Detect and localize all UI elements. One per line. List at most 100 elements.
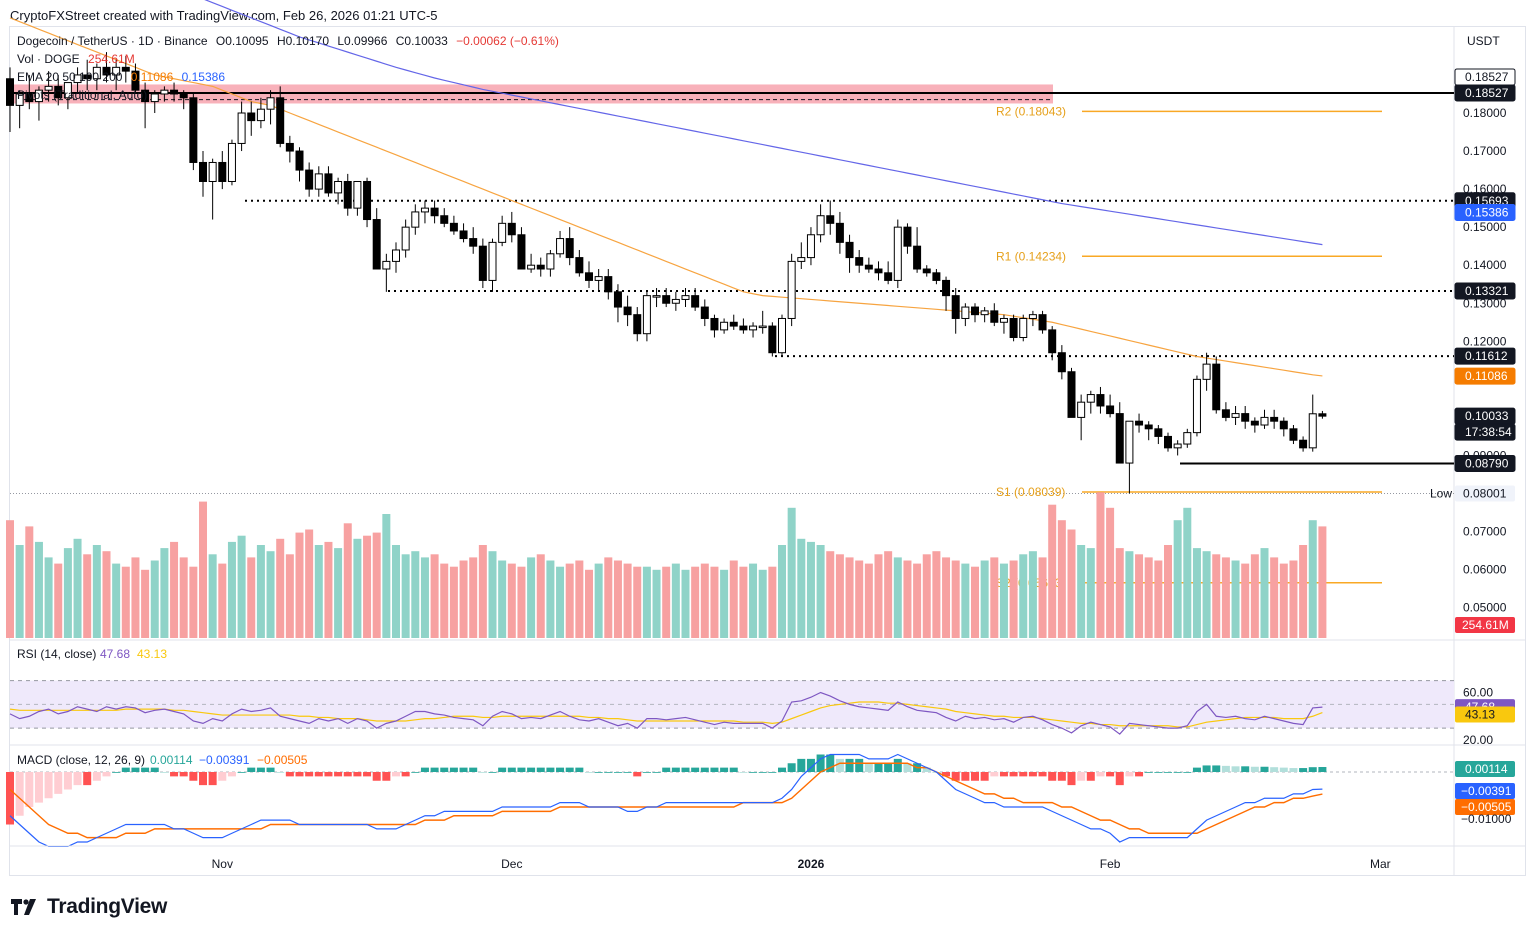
macd-histogram-bar	[951, 772, 960, 781]
volume-bar	[430, 554, 439, 638]
candle-body	[34, 89, 43, 103]
macd-signal-value: −0.00505	[257, 753, 308, 767]
macd-histogram-bar	[295, 772, 304, 777]
volume-bar	[314, 545, 323, 638]
macd-histogram-bar	[758, 772, 767, 773]
volume-bar	[893, 557, 902, 638]
volume-bar	[469, 557, 478, 638]
volume-bar	[633, 566, 642, 638]
macd-histogram-bar	[15, 772, 24, 816]
ema-label[interactable]: EMA 20 50 100 200	[17, 70, 123, 84]
candle-body	[768, 325, 777, 354]
macd-histogram-bar	[218, 772, 227, 781]
macd-histogram-bar	[1038, 772, 1047, 777]
volume-bar	[845, 557, 854, 638]
volume-bar	[131, 557, 140, 638]
candle-body	[54, 85, 63, 99]
volume-bar	[285, 554, 294, 638]
volume-bar	[855, 560, 864, 638]
macd-histogram-bar	[1077, 772, 1086, 781]
candle-body	[92, 66, 101, 80]
candle-body	[469, 238, 478, 247]
tradingview-wordmark: TradingView	[47, 895, 168, 918]
currency-unit[interactable]: USDT	[1467, 34, 1500, 48]
pivots-label[interactable]: Pivots (Traditional, Auto)	[17, 88, 148, 102]
macd-histogram-bar	[720, 767, 729, 772]
macd-histogram-bar	[1212, 765, 1221, 772]
time-tick-label: Mar	[1370, 857, 1391, 871]
candle-body	[575, 257, 584, 274]
volume-bar	[768, 566, 777, 638]
macd-histogram-bar	[334, 772, 343, 777]
candle-body	[295, 150, 304, 171]
candle-body	[604, 276, 613, 293]
volume-bar	[218, 563, 227, 638]
macd-histogram-bar	[401, 772, 410, 777]
macd-histogram-bar	[652, 772, 661, 773]
volume-bar	[256, 545, 265, 638]
volume-bar	[662, 566, 671, 638]
candle-body	[237, 112, 246, 144]
volume-bar	[720, 569, 729, 638]
volume-bar	[247, 557, 256, 638]
macd-histogram-bar	[1144, 772, 1153, 773]
volume-bar	[758, 569, 767, 638]
macd-histogram-bar	[92, 772, 101, 781]
volume-bar	[1250, 554, 1259, 638]
candle-body	[478, 245, 487, 281]
volume-bar	[1144, 557, 1153, 638]
low-label: Low	[1430, 486, 1452, 500]
volume-bar	[44, 557, 53, 638]
candle-body	[15, 93, 24, 106]
candle-body	[710, 317, 719, 331]
volume-bar	[546, 560, 555, 638]
macd-hist-axis: 0.00114	[1465, 762, 1508, 776]
ema-legend: EMA 20 50 100 200 0.11086 0.15386	[17, 70, 230, 84]
macd-histogram-bar	[372, 772, 381, 781]
candle-body	[864, 264, 873, 270]
macd-tick-label: −0.01000	[1461, 812, 1512, 826]
volume-bar	[942, 557, 951, 638]
symbol-title[interactable]: Dogecoin / TetherUS · 1D · Binance	[17, 34, 208, 48]
macd-histogram-bar	[633, 772, 642, 777]
volume-bar	[922, 554, 931, 638]
volume-bar	[199, 501, 207, 638]
candle-body	[1260, 416, 1269, 426]
macd-histogram-bar	[150, 767, 159, 772]
macd-histogram-bar	[1192, 767, 1201, 772]
candle-body	[1202, 363, 1211, 380]
volume-label[interactable]: Vol · DOGE	[17, 52, 80, 66]
volume-bar	[623, 563, 632, 638]
volume-bar	[121, 566, 130, 638]
macd-histogram-bar	[749, 772, 758, 773]
volume-bar	[1057, 520, 1066, 638]
macd-histogram-bar	[83, 772, 92, 786]
volume-bar	[1019, 554, 1028, 638]
macd-signal-box	[1455, 799, 1515, 815]
candle-body	[488, 241, 497, 281]
candle-body	[363, 180, 372, 221]
macd-histogram-bar	[1135, 772, 1144, 777]
candle-body	[256, 108, 265, 122]
candle-body	[430, 207, 439, 217]
candle-body	[1183, 432, 1192, 445]
candle-body	[1096, 394, 1105, 407]
macd-histogram-bar	[613, 772, 622, 773]
candle-body	[556, 238, 565, 255]
candle-body	[536, 264, 545, 270]
macd-histogram-bar	[1289, 768, 1298, 772]
volume-bar	[1173, 520, 1182, 638]
tradingview-logo[interactable]: TradingView	[11, 895, 167, 919]
rsi-label: RSI (14, close)	[17, 647, 96, 661]
candle-body	[1067, 371, 1076, 418]
volume-bar	[797, 538, 806, 638]
candle-body	[961, 306, 970, 319]
candle-body	[112, 66, 121, 76]
ema200-line	[204, 0, 1323, 246]
rsi-ma-axis-value: 43.13	[1465, 708, 1495, 722]
price-label-box	[1454, 367, 1516, 385]
volume-bar	[478, 545, 487, 638]
low-value: 0.08001	[1463, 486, 1507, 500]
volume-bar	[440, 563, 449, 638]
